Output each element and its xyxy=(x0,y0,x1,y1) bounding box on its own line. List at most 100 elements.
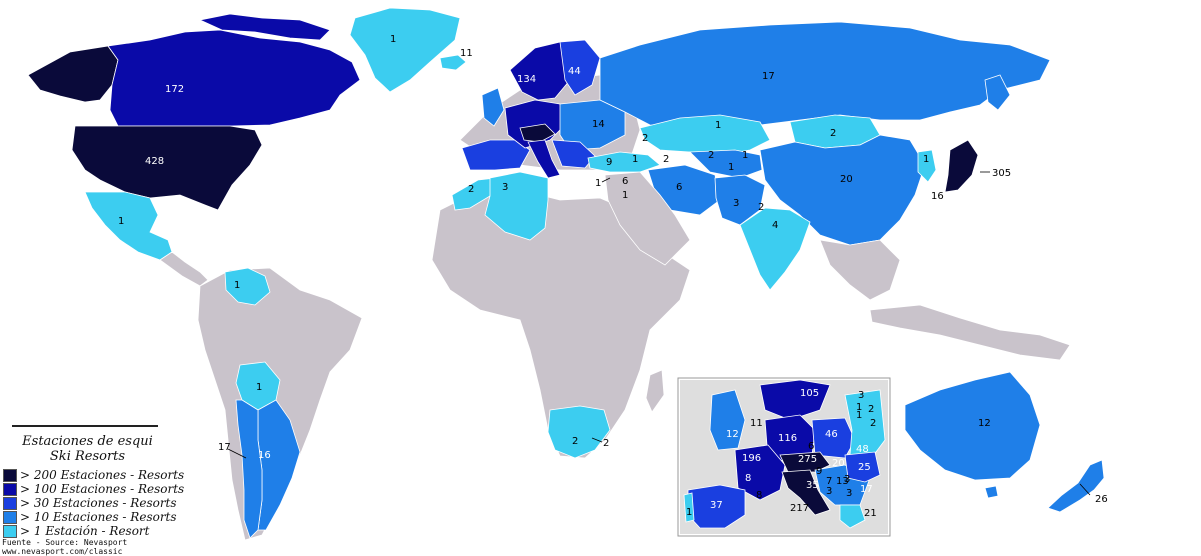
legend-label-10: > 10 Estaciones - Resorts xyxy=(20,510,177,524)
label-turkey: 9 xyxy=(606,157,612,168)
legend-rule xyxy=(12,425,158,427)
madagascar xyxy=(645,369,665,413)
inset-label-portugal: 1 xyxy=(686,507,692,518)
inset-label-andorra: 8 xyxy=(756,490,762,501)
inset-label-belarus: 2 xyxy=(868,404,874,415)
inset-label-romania: 25 xyxy=(858,462,871,473)
central-asia xyxy=(689,149,763,179)
inset-label-greece: 21 xyxy=(864,508,877,519)
new-zealand-region xyxy=(1047,459,1105,513)
label-kyrgyzstan: 2 xyxy=(708,150,714,161)
inset-label-switzerland: 275 xyxy=(798,454,817,465)
label-mongolia: 2 xyxy=(830,128,836,139)
italy-region xyxy=(527,139,561,179)
inset-label-slovenia: 35 xyxy=(806,480,819,491)
label-japan: 305 xyxy=(992,168,1011,179)
inset-sweden xyxy=(759,379,831,421)
legend-item-200: > 200 Estaciones - Resorts xyxy=(3,468,184,482)
inset-label-bosnia: 3 xyxy=(826,486,832,497)
label-ukraine: 14 xyxy=(592,119,605,130)
kazakhstan-region xyxy=(639,114,771,156)
inset-portugal xyxy=(683,492,695,523)
france-spain xyxy=(461,139,531,171)
label-bolivia: 1 xyxy=(256,382,262,393)
southeast-asia-land xyxy=(819,239,901,301)
tasmania xyxy=(984,485,999,499)
legend-title-en: Ski Resorts xyxy=(49,449,126,464)
legend-label-30: > 30 Estaciones - Resorts xyxy=(20,496,177,510)
legend-title-es: Estaciones de esqui xyxy=(22,434,153,449)
label-china: 20 xyxy=(840,174,853,185)
legend-item-100: > 100 Estaciones - Resorts xyxy=(3,482,184,496)
inset-label-slovakia: 48 xyxy=(856,444,869,455)
label-greenland: 1 xyxy=(390,34,396,45)
inset-label-austria: 8 xyxy=(745,473,751,484)
alaska-region xyxy=(27,45,119,103)
inset-greece xyxy=(839,504,866,529)
label-pakistan: 2 xyxy=(758,202,764,213)
afghanistan-pakistan xyxy=(714,174,766,226)
label-afghanistan: 3 xyxy=(733,198,739,209)
inset-label-poland: 46 xyxy=(825,429,838,440)
kamchatka xyxy=(984,74,1011,111)
label-mexico: 1 xyxy=(118,216,124,227)
label-finland: 44 xyxy=(568,66,581,77)
inset-label-lithuania: 1 xyxy=(856,410,862,421)
inset-romania xyxy=(844,451,881,483)
inset-label-czech: 6 xyxy=(808,441,814,452)
legend-label-100: > 100 Estaciones - Resorts xyxy=(20,482,185,496)
label-iceland: 11 xyxy=(460,48,473,59)
legend-label-1: > 1 Estación - Resort xyxy=(20,524,150,538)
alps xyxy=(519,123,556,143)
label-iran: 6 xyxy=(676,182,682,193)
korea-region xyxy=(917,149,937,183)
label-uzbek: 1 xyxy=(742,150,748,161)
australia-region xyxy=(904,371,1041,481)
label-russia: 17 xyxy=(762,71,775,82)
inset-label-hungary: 20 xyxy=(832,458,845,469)
inset-label-montenegro: 3 xyxy=(846,488,852,499)
label-new-zealand: 26 xyxy=(1095,494,1108,505)
inset-label-bulgaria: 17 xyxy=(860,484,873,495)
japan-region xyxy=(944,139,979,193)
inset-label-belgium: 11 xyxy=(750,418,763,429)
inset-label-germany: 116 xyxy=(778,433,797,444)
label-australia: 12 xyxy=(978,418,991,429)
legend-swatch-30 xyxy=(3,496,17,510)
label-chile: 17 xyxy=(218,442,231,453)
legend-item-10: > 10 Estaciones - Resorts xyxy=(3,510,177,524)
label-argentina: 16 xyxy=(258,450,271,461)
label-venezuela: 1 xyxy=(234,280,240,291)
source-line-1: Fuente - Source: Nevasport xyxy=(2,538,128,547)
label-israel: 1 xyxy=(622,190,628,201)
legend-swatch-10 xyxy=(3,510,17,524)
south-africa-region xyxy=(547,405,611,459)
label-georgia: 2 xyxy=(663,154,669,165)
mexico-region xyxy=(84,191,173,261)
legend-swatch-1 xyxy=(3,524,17,538)
inset-label-romania2: 9 xyxy=(816,466,822,477)
inset-labels: 105 12 11 116 46 196 275 8 6 48 20 25 21… xyxy=(686,388,877,519)
uk-region xyxy=(481,87,505,127)
inset-label-macedonia: 3 xyxy=(844,474,850,485)
inset-label-uk: 12 xyxy=(726,429,739,440)
inset-label-ukr: 1 xyxy=(856,402,862,413)
label-kazakhstan: 1 xyxy=(715,120,721,131)
label-lebanon: 6 xyxy=(622,176,628,187)
label-south-korea: 16 xyxy=(931,191,944,202)
legend-item-30: > 30 Estaciones - Resorts xyxy=(3,496,177,510)
label-south-africa: 2 xyxy=(572,436,578,447)
venezuela-region xyxy=(224,267,271,306)
label-india: 4 xyxy=(772,220,778,231)
turkey-region xyxy=(587,151,661,173)
finland-region xyxy=(559,39,601,96)
legend-item-1: > 1 Estación - Resort xyxy=(3,524,150,538)
label-algeria: 3 xyxy=(502,182,508,193)
label-morocco: 2 xyxy=(468,184,474,195)
label-norway: 134 xyxy=(517,74,536,85)
legend-label-200: > 200 Estaciones - Resorts xyxy=(20,468,185,482)
africa-land xyxy=(431,189,691,459)
russia-region xyxy=(599,21,1051,129)
inset-uk xyxy=(709,389,746,451)
